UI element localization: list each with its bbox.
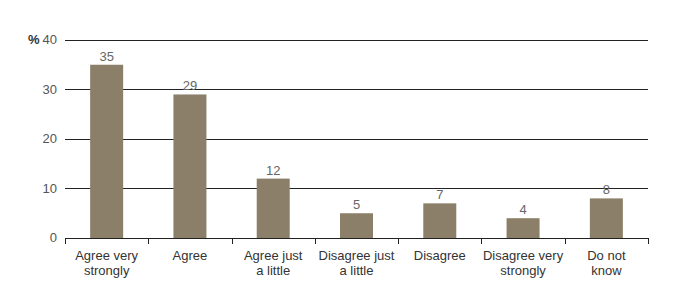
data-label: 8 bbox=[603, 182, 610, 197]
chart-container: % 0 10 20 30 40 35 29 12 5 7 4 8 Agree verystrongly Ag… bbox=[0, 0, 683, 301]
data-label: 4 bbox=[519, 202, 526, 217]
data-label: 35 bbox=[99, 49, 113, 64]
y-tick-label: 30 bbox=[43, 82, 57, 97]
x-tick-label: Disagree bbox=[414, 248, 466, 263]
category-separator bbox=[565, 238, 566, 244]
bar bbox=[90, 65, 123, 238]
y-tick-label: 0 bbox=[50, 230, 57, 245]
grid-line bbox=[65, 139, 648, 140]
y-tick-label: 20 bbox=[43, 131, 57, 146]
x-tick-label: Disagree justa little bbox=[319, 248, 395, 278]
data-label: 7 bbox=[436, 187, 443, 202]
bar bbox=[340, 213, 373, 238]
x-tick-label: Disagree verystrongly bbox=[483, 248, 564, 278]
bar bbox=[257, 179, 290, 238]
grid-line bbox=[65, 40, 648, 41]
category-separator bbox=[65, 238, 66, 244]
grid-line bbox=[65, 89, 648, 90]
category-separator bbox=[232, 238, 233, 244]
x-tick-label: Agree bbox=[173, 248, 208, 263]
bar bbox=[423, 203, 456, 238]
data-label: 12 bbox=[266, 163, 280, 178]
data-label: 29 bbox=[183, 78, 197, 93]
grid-line bbox=[65, 188, 648, 189]
category-separator bbox=[481, 238, 482, 244]
chart-svg: % 0 10 20 30 40 35 29 12 5 7 4 8 Agree verystrongly Ag… bbox=[0, 0, 683, 301]
category-separator bbox=[398, 238, 399, 244]
bar bbox=[590, 198, 623, 238]
bar bbox=[173, 94, 206, 238]
y-tick-label: 40 bbox=[43, 32, 57, 47]
bar bbox=[507, 218, 540, 238]
x-tick-label: Do notknow bbox=[587, 248, 626, 278]
x-tick-label: Agree verystrongly bbox=[75, 248, 138, 278]
data-label: 5 bbox=[353, 197, 360, 212]
category-separator bbox=[315, 238, 316, 244]
category-separator bbox=[148, 238, 149, 244]
category-separator bbox=[648, 238, 649, 244]
x-tick-label: Agree justa little bbox=[244, 248, 303, 278]
bars bbox=[90, 65, 623, 238]
y-tick-label: 10 bbox=[43, 181, 57, 196]
y-axis-label: % bbox=[28, 32, 40, 47]
